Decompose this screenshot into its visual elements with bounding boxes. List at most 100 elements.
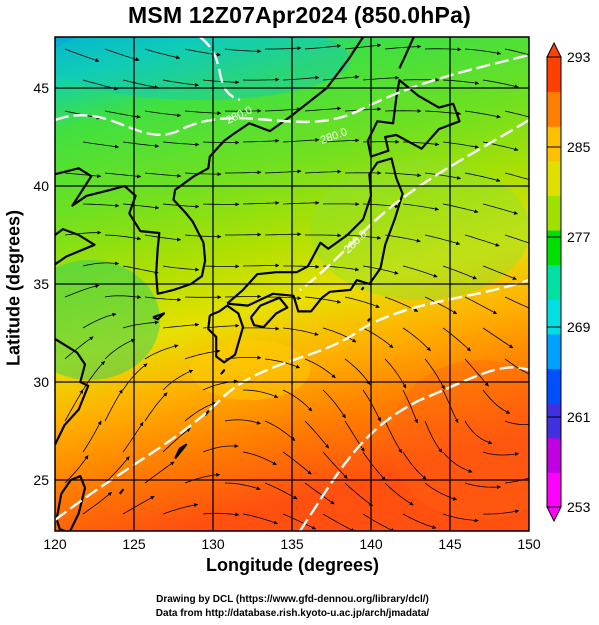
streamline <box>442 327 471 352</box>
streamline <box>224 294 262 299</box>
streamline <box>242 77 280 82</box>
y-tick-label: 25 <box>33 472 49 488</box>
temperature-shading <box>55 37 529 520</box>
streamline <box>304 296 341 304</box>
wind-streamlines <box>64 43 529 531</box>
streamline <box>384 234 421 243</box>
colorbar-tick-label: 269 <box>567 319 591 335</box>
streamline <box>162 79 199 87</box>
coastline <box>360 286 365 291</box>
streamline <box>144 110 182 118</box>
streamline <box>82 141 119 149</box>
streamline <box>442 513 479 523</box>
streamline <box>442 265 477 280</box>
streamline <box>442 203 479 214</box>
coastline <box>220 369 226 375</box>
streamline <box>482 265 517 280</box>
streamline <box>384 420 403 454</box>
streamline <box>322 513 355 531</box>
x-tick-label: 145 <box>438 536 462 552</box>
x-axis-label: Longitude (degrees) <box>205 555 379 575</box>
streamline <box>304 169 342 174</box>
coastline <box>249 296 289 329</box>
streamline <box>144 392 168 422</box>
streamline <box>362 389 382 422</box>
streamline <box>402 513 437 529</box>
streamline <box>82 491 113 515</box>
colorbar-segment <box>547 299 561 335</box>
streamline <box>162 322 200 329</box>
streamline <box>282 138 320 143</box>
streamline <box>424 47 462 52</box>
streamline <box>265 296 302 301</box>
streamline <box>424 420 443 453</box>
streamline <box>384 358 407 389</box>
streamline <box>504 172 529 180</box>
streamline <box>464 48 502 56</box>
colorbar-segment <box>547 230 561 266</box>
colorbar-segment <box>547 264 561 300</box>
streamline <box>282 389 313 412</box>
colorbar-segment <box>547 91 561 127</box>
colorbar-lower-arrow <box>546 506 562 523</box>
lat-lon-grid <box>55 37 529 531</box>
streamline <box>64 389 84 422</box>
colorbar-tick-label: 261 <box>567 409 591 425</box>
coastline <box>366 79 461 158</box>
streamline <box>144 172 182 178</box>
streamline <box>482 389 511 414</box>
streamline <box>64 48 100 62</box>
colorbar-segment <box>547 195 561 231</box>
streamline <box>402 327 431 352</box>
streamline <box>464 234 500 247</box>
streamline <box>225 232 262 237</box>
streamline <box>104 234 142 241</box>
streamline <box>344 420 365 452</box>
streamline <box>224 48 262 54</box>
streamline <box>122 141 160 148</box>
streamline <box>225 170 262 175</box>
streamline <box>482 203 518 215</box>
streamline <box>282 75 320 81</box>
streamline <box>224 482 261 491</box>
streamline <box>122 79 159 89</box>
colorbar-segment <box>547 403 561 439</box>
streamline <box>282 451 312 475</box>
streamline <box>322 451 348 479</box>
y-tick-label: 45 <box>33 80 49 96</box>
colorbar-segment <box>547 126 561 162</box>
streamline <box>104 338 136 360</box>
streamline <box>504 296 529 309</box>
streamline <box>504 358 529 375</box>
streamline <box>464 296 498 315</box>
streamline <box>362 451 386 481</box>
streamline <box>482 509 520 515</box>
streamline <box>122 203 160 210</box>
streamline <box>202 140 240 145</box>
colorbar-tick-label: 285 <box>567 139 591 155</box>
streamline <box>122 320 159 329</box>
streamline <box>305 233 342 238</box>
streamline <box>144 296 182 302</box>
contour-line <box>298 366 529 531</box>
streamline <box>82 420 102 453</box>
streamline <box>64 336 94 360</box>
contour-line <box>55 278 529 521</box>
streamline <box>384 172 422 178</box>
colorbar-segment <box>547 57 561 93</box>
streamline <box>184 234 222 239</box>
streamline <box>184 172 222 177</box>
streamline <box>402 389 418 424</box>
streamline <box>184 110 222 116</box>
streamline <box>82 203 120 208</box>
streamline <box>122 495 155 515</box>
y-tick-label: 30 <box>33 374 49 390</box>
streamline <box>104 172 142 179</box>
streamline <box>162 369 194 391</box>
streamline <box>242 200 280 205</box>
streamline <box>104 295 142 299</box>
streamline <box>264 420 296 441</box>
coastline <box>174 443 188 460</box>
streamline <box>282 513 317 530</box>
streamline <box>402 265 438 278</box>
